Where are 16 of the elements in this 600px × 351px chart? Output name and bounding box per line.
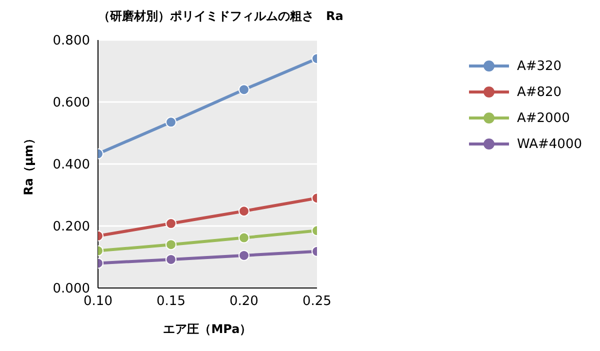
x-tick-label: 0.10: [84, 294, 112, 310]
x-axis-title: エア圧（MPa）: [163, 322, 252, 336]
y-axis-title: Ra（μm）: [21, 132, 36, 196]
legend-label: A#2000: [516, 110, 570, 126]
y-tick-label: 0.200: [52, 220, 90, 235]
y-tick-label: 0.000: [52, 282, 90, 297]
legend-label: A#820: [516, 84, 562, 100]
x-tick-label: 0.15: [156, 294, 186, 310]
chart-title: （研磨材別）ポリイミドフィルムの粗さ Ra: [98, 8, 344, 25]
y-tick-label: 0.800: [52, 34, 90, 49]
legend-label: WA#4000: [516, 136, 582, 152]
y-tick-label: 0.600: [52, 96, 90, 111]
x-tick-label: 0.25: [302, 294, 332, 310]
legend-label: A#320: [516, 58, 562, 74]
x-tick-label: 0.20: [230, 294, 258, 310]
y-tick-label: 0.400: [52, 158, 90, 173]
